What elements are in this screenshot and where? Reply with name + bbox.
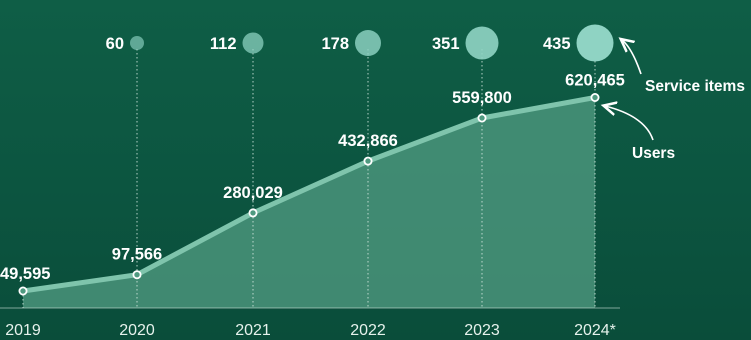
service-items-bubble (576, 24, 614, 62)
users-point (132, 270, 142, 280)
users-value-label: 432,866 (338, 132, 398, 150)
users-point (248, 208, 258, 218)
users-annotation: Users (632, 145, 675, 162)
users-area (23, 97, 595, 308)
service-items-arrow (622, 40, 642, 75)
users-point (18, 286, 28, 296)
x-tick-label: 2023 (464, 322, 500, 339)
users-value-label: 280,029 (223, 184, 283, 202)
x-tick-label: 2019 (5, 322, 41, 339)
service-items-value-label: 351 (432, 35, 460, 53)
users-point (590, 93, 600, 103)
x-tick-label: 2024* (574, 322, 616, 339)
users-line (22, 95, 596, 294)
service-items-bubble (130, 36, 144, 50)
users-value-label: 620,465 (565, 72, 625, 90)
service-items-value-label: 435 (543, 35, 571, 53)
users-arrow (605, 106, 654, 141)
x-tick-label: 2021 (235, 322, 271, 339)
service-items-value-label: 60 (106, 35, 124, 53)
service-items-annotation: Service items (645, 78, 745, 95)
service-items-value-label: 112 (210, 35, 237, 53)
users-point (363, 156, 373, 166)
users-value-label: 49,595 (0, 265, 50, 283)
service-items-value-label: 178 (321, 35, 349, 53)
x-tick-label: 2020 (119, 322, 155, 339)
users-point (477, 113, 487, 123)
service-items-bubble (465, 26, 499, 60)
service-items-bubble (242, 32, 264, 54)
x-tick-label: 2022 (350, 322, 386, 339)
users-value-label: 559,800 (452, 89, 512, 107)
users-value-label: 97,566 (112, 246, 162, 264)
service-items-bubble (355, 30, 381, 56)
